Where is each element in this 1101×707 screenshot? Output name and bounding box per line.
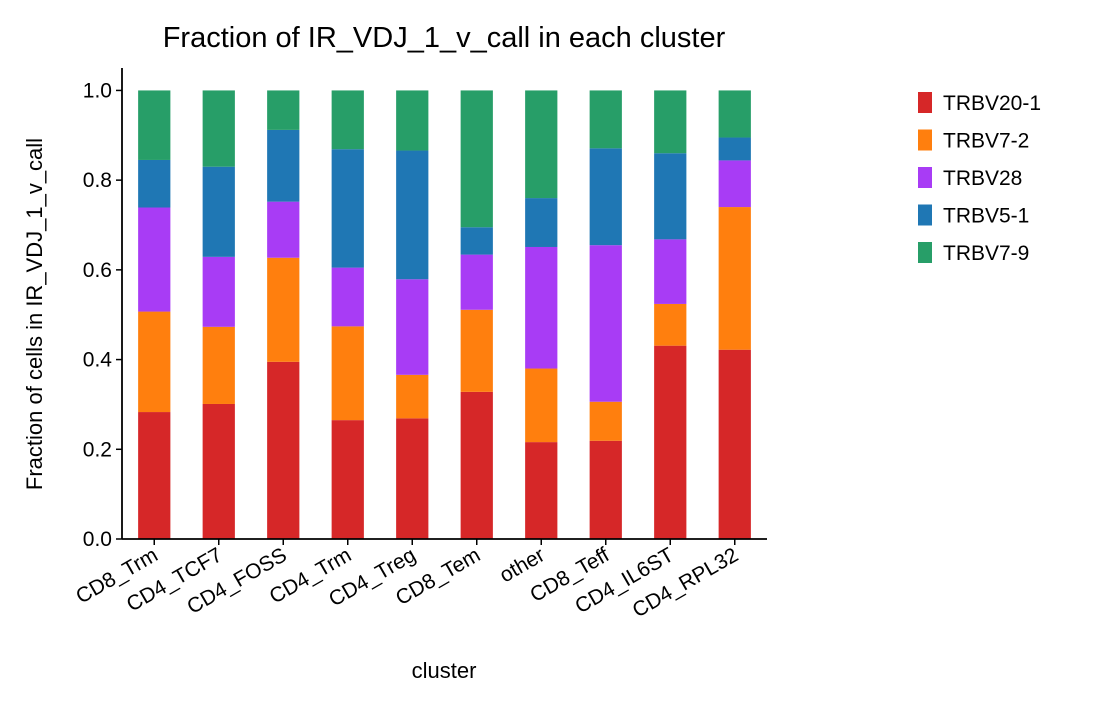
y-axis: 0.0 0.2 0.4 0.6 0.8 1.0 xyxy=(83,68,123,551)
bar-segment-trbv28 xyxy=(525,246,558,369)
bar-segment-trbv7-9 xyxy=(525,90,558,199)
legend-swatch xyxy=(918,92,932,113)
legend-swatch xyxy=(918,129,932,151)
legend-swatch xyxy=(918,204,932,226)
bar-segment-trbv5-1 xyxy=(525,198,558,247)
legend-swatch xyxy=(918,167,932,188)
bar-segment-trbv7-9 xyxy=(331,90,364,150)
bar-segment-trbv5-1 xyxy=(718,137,751,161)
bar-segment-trbv28 xyxy=(138,207,171,312)
bar-segment-trbv20-1 xyxy=(654,345,687,539)
y-tick-label: 0.6 xyxy=(83,259,112,282)
bar-segment-trbv7-9 xyxy=(654,90,687,154)
bar-segment-trbv7-9 xyxy=(138,90,171,160)
y-tick-label: 1.0 xyxy=(83,79,112,102)
bar-segment-trbv20-1 xyxy=(202,403,235,539)
bar-segment-trbv7-2 xyxy=(460,309,493,392)
bar-segment-trbv5-1 xyxy=(331,149,364,268)
bar-segment-trbv20-1 xyxy=(267,361,300,539)
bar-segment-trbv5-1 xyxy=(267,129,300,202)
bar-segment-trbv5-1 xyxy=(654,153,687,240)
y-axis-label: Fraction of cells in IR_VDJ_1_v_call xyxy=(22,138,47,490)
legend-label: TRBV28 xyxy=(943,167,1022,190)
legend-swatch xyxy=(918,242,932,263)
bar-segment-trbv7-9 xyxy=(460,90,493,228)
bar-segment-trbv28 xyxy=(460,254,493,310)
y-tick-label: 0.2 xyxy=(83,438,112,461)
bar-segment-trbv7-2 xyxy=(525,368,558,443)
y-tick-label: 0.0 xyxy=(83,528,112,551)
bar-segment-trbv7-2 xyxy=(396,374,429,419)
bar-segment-trbv20-1 xyxy=(138,412,171,539)
bar-segment-trbv7-2 xyxy=(202,326,235,404)
bar-segment-trbv7-2 xyxy=(138,311,171,413)
bar-segment-trbv28 xyxy=(396,279,429,375)
x-axis: CD8_TrmCD4_TCF7CD4_FOSSCD4_TrmCD4_TregCD… xyxy=(72,538,767,622)
legend-label: TRBV7-2 xyxy=(943,130,1029,153)
bar-segment-trbv7-9 xyxy=(396,90,429,151)
bar-segment-trbv20-1 xyxy=(396,418,429,539)
bar-segment-trbv7-2 xyxy=(654,303,687,346)
x-axis-label: cluster xyxy=(412,658,477,683)
chart-title: Fraction of IR_VDJ_1_v_call in each clus… xyxy=(163,22,726,54)
bar-segment-trbv5-1 xyxy=(202,166,235,257)
legend-label: TRBV20-1 xyxy=(943,92,1041,115)
bar-segment-trbv5-1 xyxy=(589,148,622,246)
bar-segment-trbv7-9 xyxy=(718,90,751,138)
bar-segment-trbv5-1 xyxy=(460,227,493,255)
bar-segment-trbv20-1 xyxy=(460,391,493,539)
bar-segment-trbv28 xyxy=(331,267,364,327)
bar-segment-trbv28 xyxy=(589,245,622,402)
bar-segment-trbv7-2 xyxy=(718,207,751,350)
bar-segment-trbv7-2 xyxy=(267,257,300,362)
bar-segment-trbv7-9 xyxy=(202,90,235,167)
bar-segment-trbv7-9 xyxy=(267,90,300,130)
bar-segment-trbv28 xyxy=(267,201,300,258)
legend-label: TRBV7-9 xyxy=(943,242,1029,265)
bar-segment-trbv28 xyxy=(718,160,751,208)
bar-segment-trbv20-1 xyxy=(718,349,751,539)
y-tick-label: 0.8 xyxy=(83,169,112,192)
bar-segment-trbv20-1 xyxy=(589,440,622,539)
bar-segment-trbv28 xyxy=(202,256,235,327)
bar-segment-trbv7-9 xyxy=(589,90,622,149)
bar-segment-trbv7-2 xyxy=(331,326,364,421)
bar-segment-trbv7-2 xyxy=(589,401,622,441)
bar-segment-trbv20-1 xyxy=(331,420,364,539)
bar-segment-trbv28 xyxy=(654,239,687,304)
plot-area xyxy=(138,90,751,539)
bar-segment-trbv20-1 xyxy=(525,442,558,539)
bar-segment-trbv5-1 xyxy=(396,150,429,280)
legend-label: TRBV5-1 xyxy=(943,205,1029,228)
bar-segment-trbv5-1 xyxy=(138,159,171,208)
legend: TRBV20-1 TRBV7-2 TRBV28 TRBV5-1 TRBV7-9 xyxy=(918,92,1041,265)
y-tick-label: 0.4 xyxy=(83,349,113,372)
